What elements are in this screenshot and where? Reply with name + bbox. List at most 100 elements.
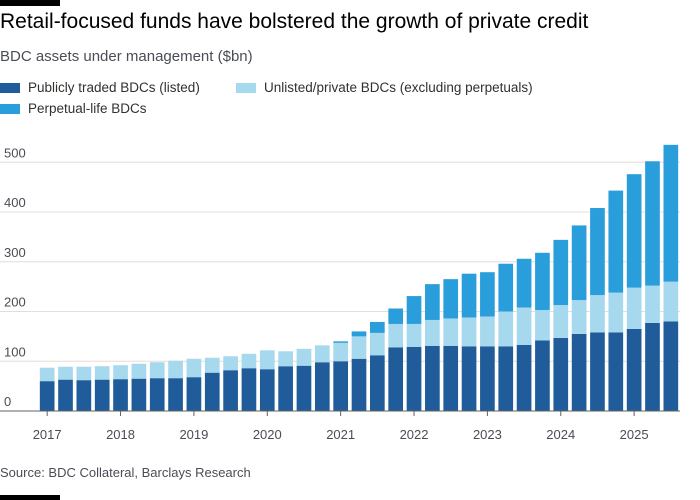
- bar-listed-26: [498, 346, 514, 411]
- bar-listed-31: [590, 332, 605, 411]
- bar-unlisted-28: [535, 310, 550, 341]
- bar-listed-8: [168, 378, 183, 411]
- bar-perpetual-23: [443, 279, 459, 319]
- bar-listed-28: [535, 340, 550, 411]
- bar-listed-3: [76, 380, 92, 411]
- bar-unlisted-5: [113, 365, 128, 380]
- bar-listed-21: [406, 346, 422, 411]
- bar-unlisted-18: [351, 336, 367, 359]
- bar-listed-24: [461, 346, 477, 411]
- bar-unlisted-29: [553, 305, 569, 338]
- bar-unlisted-10: [204, 357, 220, 373]
- x-tick-label-2017: 2017: [33, 427, 62, 442]
- bar-unlisted-32: [608, 292, 624, 333]
- bar-perpetual-19: [370, 321, 385, 333]
- bar-perpetual-28: [535, 252, 550, 311]
- legend-swatch-perpetual: [0, 103, 20, 114]
- bar-unlisted-16: [314, 345, 330, 363]
- bar-unlisted-4: [94, 366, 110, 380]
- bar-unlisted-2: [58, 366, 73, 380]
- bar-perpetual-31: [590, 208, 605, 296]
- bar-perpetual-24: [461, 273, 477, 318]
- bar-listed-4: [94, 379, 110, 411]
- legend-label-listed: Publicly traded BDCs (listed): [28, 80, 200, 95]
- bar-listed-12: [241, 368, 257, 411]
- bar-unlisted-17: [333, 342, 348, 362]
- bar-perpetual-29: [553, 239, 569, 306]
- bar-listed-6: [131, 378, 147, 411]
- legend-swatch-unlisted: [236, 82, 256, 93]
- bar-listed-20: [388, 347, 404, 411]
- legend-item-perpetual: Perpetual-life BDCs: [0, 101, 147, 116]
- bar-unlisted-6: [131, 363, 147, 379]
- chart-subtitle: BDC assets under management ($bn): [0, 48, 253, 65]
- y-tick-label-0: 0: [4, 394, 11, 409]
- bar-unlisted-3: [76, 366, 92, 381]
- bar-listed-32: [608, 332, 624, 411]
- bar-unlisted-27: [516, 307, 532, 345]
- bar-listed-17: [333, 361, 348, 411]
- x-tick-label-2020: 2020: [253, 427, 282, 442]
- bar-perpetual-27: [516, 258, 532, 308]
- x-tick-label-2024: 2024: [546, 427, 575, 442]
- bar-unlisted-30: [571, 300, 587, 334]
- bar-listed-5: [113, 379, 128, 411]
- bar-perpetual-34: [645, 161, 660, 286]
- source-note: Source: BDC Collateral, Barclays Researc…: [0, 465, 251, 480]
- legend-label-unlisted: Unlisted/private BDCs (excluding perpetu…: [264, 80, 533, 95]
- y-tick-label-500: 500: [4, 145, 26, 160]
- x-tick-label-2022: 2022: [400, 427, 429, 442]
- legend: Publicly traded BDCs (listed) Unlisted/p…: [0, 80, 700, 124]
- bar-listed-11: [223, 370, 238, 411]
- y-tick-label-400: 400: [4, 195, 26, 210]
- bar-listed-23: [443, 345, 459, 411]
- x-tick-label-2018: 2018: [106, 427, 135, 442]
- bottom-accent-bar: [0, 495, 60, 500]
- chart-title: Retail-focused funds have bolstered the …: [0, 10, 589, 33]
- y-tick-label-200: 200: [4, 295, 26, 310]
- bar-listed-1: [39, 381, 55, 411]
- bar-unlisted-21: [406, 323, 422, 347]
- bar-listed-29: [553, 337, 569, 411]
- bar-chart: 0 100 200 300 400 500 2017 2018 2019 2020 2021 2022…: [0, 144, 680, 442]
- bar-unlisted-15: [296, 348, 312, 366]
- x-tick-label-2019: 2019: [179, 427, 208, 442]
- bar-perpetual-30: [571, 225, 587, 301]
- legend-item-listed: Publicly traded BDCs (listed): [0, 80, 200, 95]
- bar-listed-33: [626, 328, 642, 411]
- x-tick-label-2023: 2023: [473, 427, 502, 442]
- bar-unlisted-9: [186, 358, 202, 378]
- bar-unlisted-14: [278, 351, 293, 367]
- bar-unlisted-34: [645, 285, 660, 323]
- bar-unlisted-20: [388, 323, 404, 348]
- bar-unlisted-13: [259, 350, 275, 370]
- bar-unlisted-26: [498, 311, 514, 347]
- bar-unlisted-8: [168, 360, 183, 379]
- bar-perpetual-32: [608, 190, 624, 293]
- bar-listed-25: [480, 346, 495, 411]
- bar-unlisted-25: [480, 316, 495, 347]
- x-tick-label-2025: 2025: [620, 427, 649, 442]
- bar-perpetual-26: [498, 263, 514, 312]
- bar-unlisted-35: [663, 281, 679, 322]
- bar-listed-27: [516, 344, 532, 411]
- bar-listed-13: [259, 369, 275, 411]
- bar-listed-18: [351, 358, 367, 411]
- bar-unlisted-1: [39, 367, 55, 382]
- bar-perpetual-21: [406, 296, 422, 324]
- bar-listed-22: [425, 345, 440, 411]
- bar-perpetual-25: [480, 272, 495, 317]
- bar-unlisted-31: [590, 295, 605, 333]
- y-tick-label-300: 300: [4, 245, 26, 260]
- bar-listed-15: [296, 365, 312, 411]
- bar-listed-10: [204, 372, 220, 411]
- bar-unlisted-24: [461, 317, 477, 347]
- legend-item-unlisted: Unlisted/private BDCs (excluding perpetu…: [236, 80, 533, 95]
- bar-listed-35: [663, 321, 679, 411]
- bar-unlisted-12: [241, 353, 257, 369]
- bar-listed-2: [58, 379, 73, 411]
- bar-perpetual-17: [333, 341, 348, 343]
- bar-listed-9: [186, 377, 202, 411]
- bar-unlisted-19: [370, 332, 385, 356]
- bar-unlisted-22: [425, 319, 440, 346]
